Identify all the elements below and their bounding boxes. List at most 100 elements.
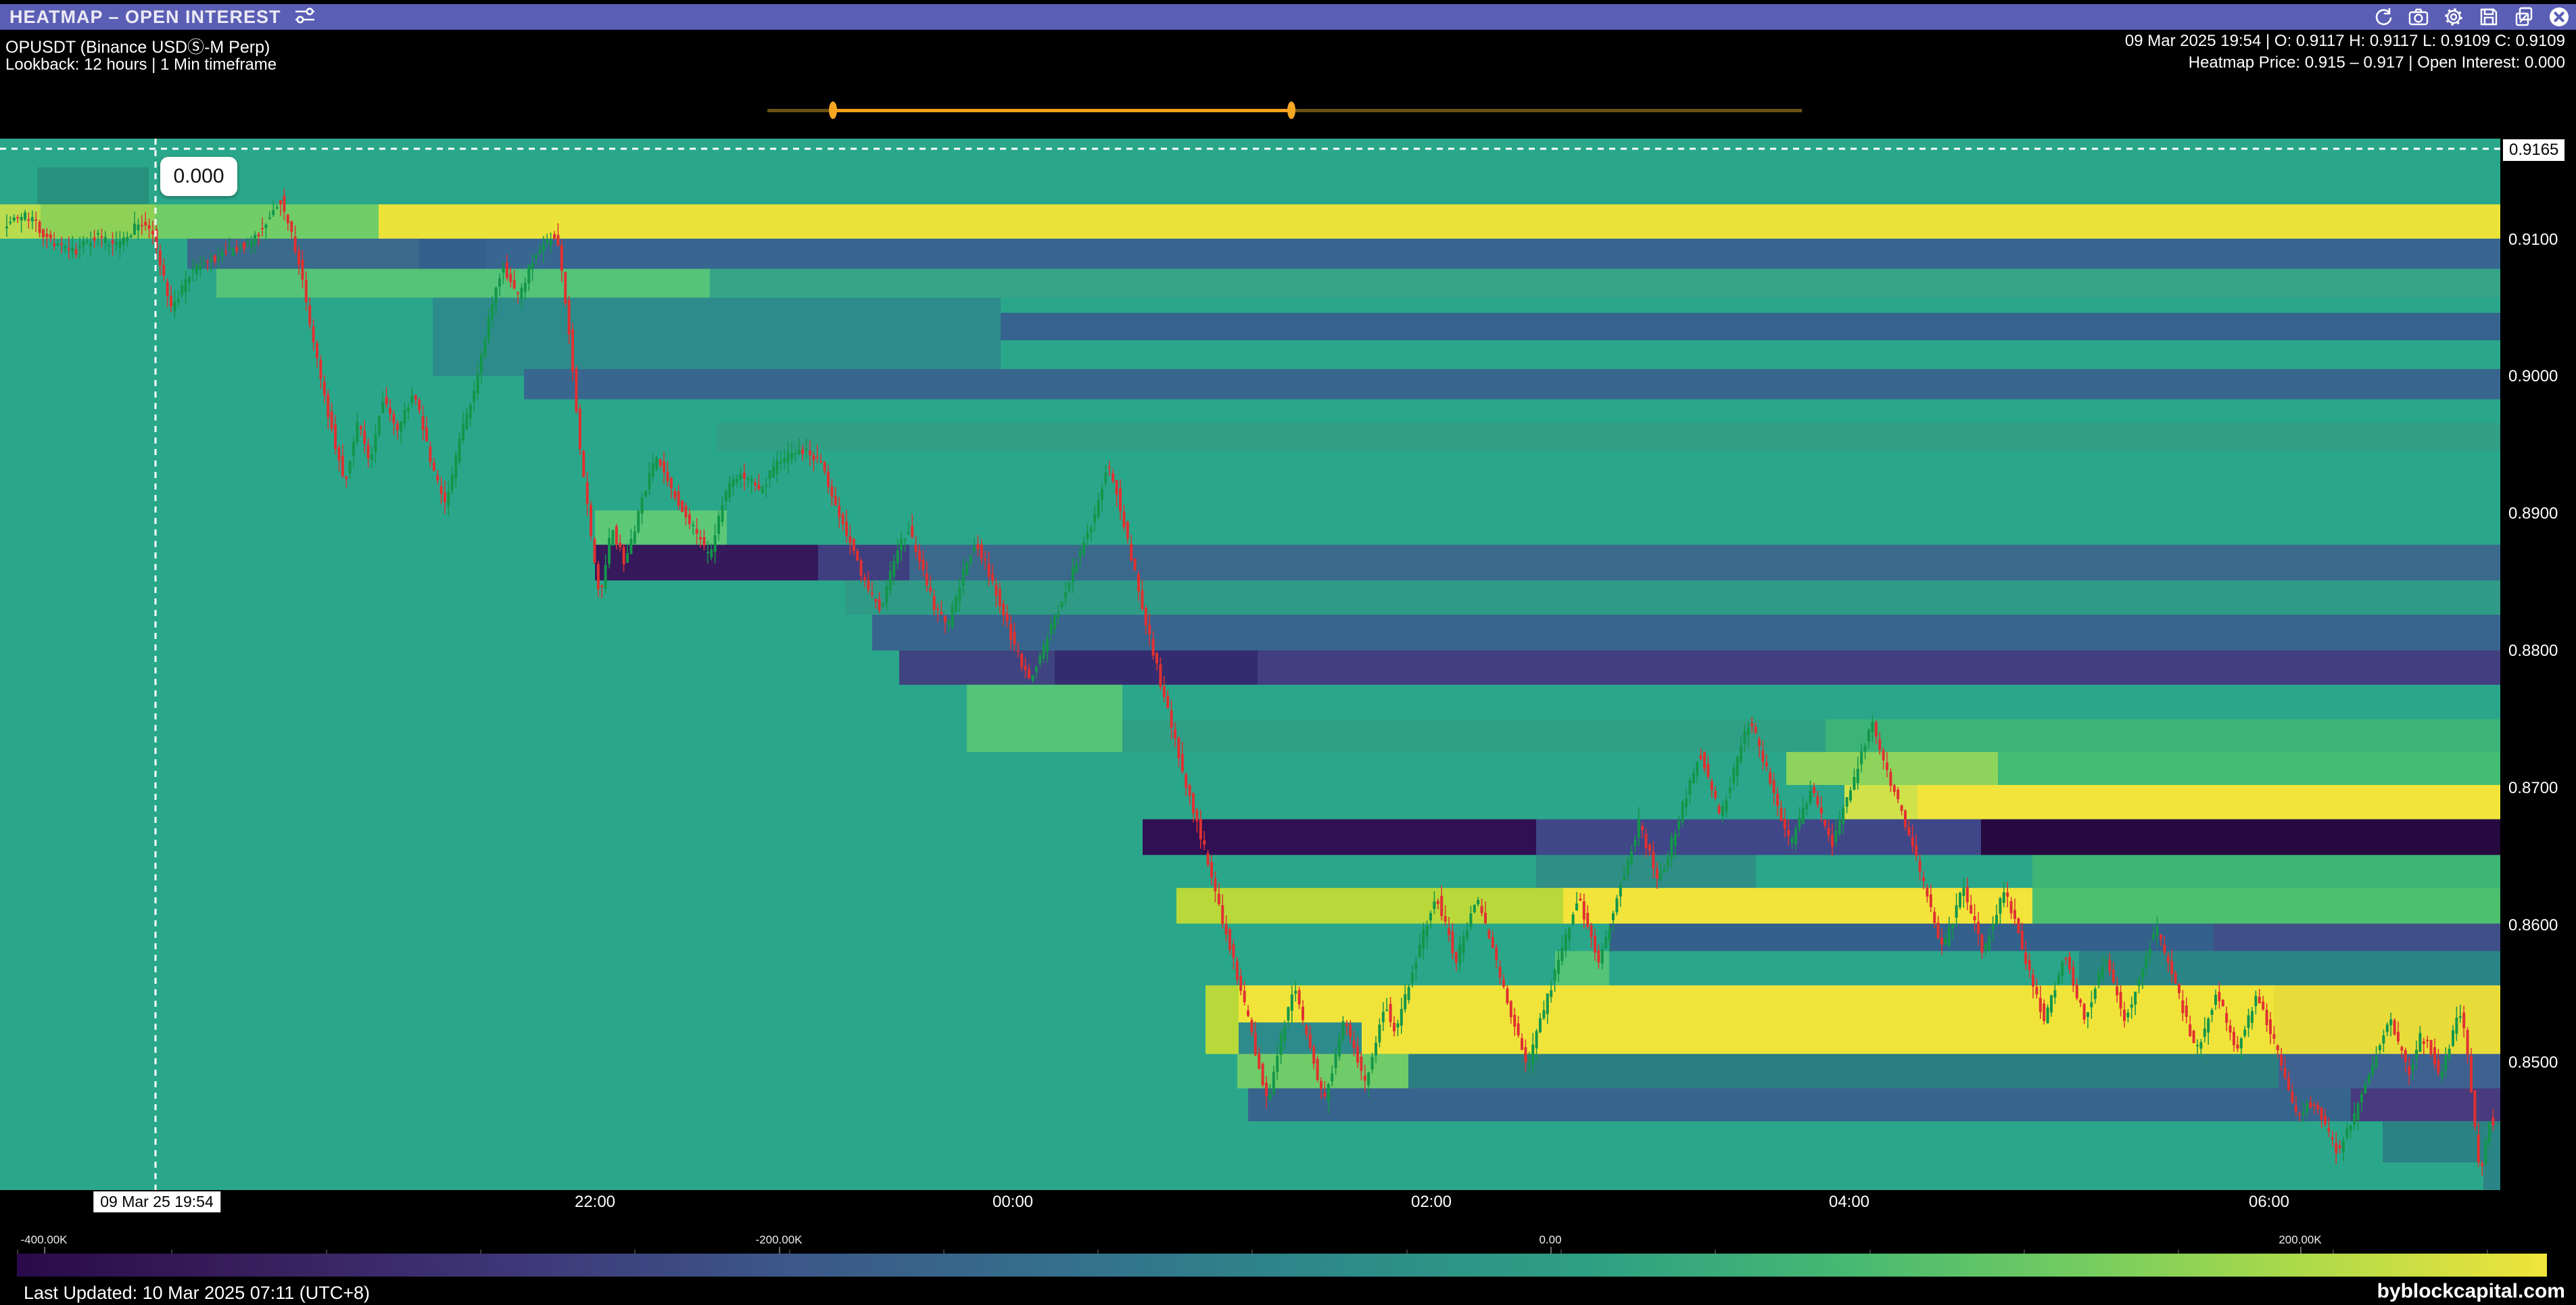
candle bbox=[1696, 761, 1699, 776]
candle bbox=[1936, 922, 1940, 939]
title-bar: HEATMAP – OPEN INTEREST bbox=[0, 4, 2576, 30]
candle bbox=[1422, 929, 1425, 949]
candle bbox=[2262, 1001, 2265, 1010]
candle bbox=[2134, 991, 2137, 1005]
time-tick-label: 02:00 bbox=[1410, 1193, 1452, 1211]
candle bbox=[97, 233, 99, 235]
price-tick-label: 0.8800 bbox=[2508, 642, 2558, 660]
candle bbox=[1229, 929, 1231, 950]
candle bbox=[53, 243, 56, 247]
lookback-range-slider[interactable] bbox=[767, 100, 1802, 120]
watermark-link[interactable]: byblockcapital.com bbox=[2377, 1280, 2565, 1302]
candle bbox=[82, 241, 85, 247]
candle bbox=[1199, 819, 1202, 840]
slider-handle-start[interactable] bbox=[829, 101, 837, 119]
candle bbox=[892, 561, 896, 577]
candle bbox=[724, 491, 728, 502]
candle bbox=[1823, 820, 1827, 826]
candle bbox=[1188, 785, 1191, 796]
candle bbox=[2389, 1019, 2393, 1026]
candle bbox=[655, 457, 659, 470]
candle bbox=[137, 224, 140, 231]
candle bbox=[1265, 1083, 1268, 1097]
tooltip-value: 0.000 bbox=[173, 165, 224, 187]
heatmap-band bbox=[156, 204, 379, 239]
candle bbox=[2291, 1091, 2294, 1103]
candle bbox=[2221, 999, 2224, 1006]
candle bbox=[100, 236, 103, 238]
candle bbox=[900, 538, 903, 550]
candle bbox=[1480, 905, 1483, 914]
candle bbox=[103, 237, 107, 243]
candle bbox=[1626, 859, 1629, 875]
candle bbox=[2137, 978, 2141, 987]
candle bbox=[283, 195, 286, 212]
candle bbox=[1411, 972, 1414, 983]
candle bbox=[1046, 638, 1049, 652]
close-icon[interactable] bbox=[2548, 5, 2571, 28]
candle bbox=[2408, 1066, 2411, 1075]
candle bbox=[462, 423, 464, 440]
colorbar-major-tick bbox=[2300, 1247, 2301, 1254]
candle bbox=[1904, 810, 1907, 827]
candle bbox=[578, 408, 581, 449]
candle bbox=[476, 373, 479, 394]
refresh-icon[interactable] bbox=[2372, 5, 2395, 28]
heatmap-band bbox=[710, 268, 2500, 298]
candle bbox=[2053, 990, 2057, 998]
heatmap-band bbox=[1239, 985, 2274, 1054]
candle bbox=[2353, 1113, 2356, 1125]
heatmap-band bbox=[872, 615, 2500, 650]
candle bbox=[859, 560, 863, 576]
heatmap-band bbox=[1122, 719, 1826, 753]
camera-icon[interactable] bbox=[2407, 5, 2430, 28]
candle bbox=[2090, 1002, 2093, 1007]
candle bbox=[2312, 1104, 2316, 1106]
candle bbox=[2331, 1137, 2334, 1140]
candle bbox=[129, 235, 133, 238]
heatmap-chart[interactable] bbox=[0, 139, 2500, 1190]
candle bbox=[1546, 993, 1549, 1014]
candle bbox=[327, 394, 330, 418]
filter-sliders-icon[interactable] bbox=[293, 5, 316, 29]
candle bbox=[1892, 785, 1896, 792]
candle bbox=[352, 442, 355, 457]
candle bbox=[1769, 772, 1772, 784]
slider-handle-end[interactable] bbox=[1287, 101, 1295, 119]
candle bbox=[2061, 962, 2064, 977]
candle bbox=[882, 604, 884, 607]
candle bbox=[396, 423, 399, 431]
candle bbox=[732, 479, 735, 487]
candle bbox=[2174, 973, 2177, 984]
candle bbox=[1235, 961, 1239, 980]
candle bbox=[586, 482, 589, 504]
slider-active-range[interactable] bbox=[833, 109, 1291, 112]
candle bbox=[834, 496, 837, 505]
candle bbox=[706, 552, 709, 554]
candle bbox=[1261, 1064, 1264, 1085]
candle bbox=[827, 471, 830, 488]
candle bbox=[1663, 869, 1666, 873]
candle bbox=[16, 217, 20, 219]
save-icon[interactable] bbox=[2477, 5, 2500, 28]
copy-icon[interactable] bbox=[2512, 5, 2535, 28]
settings-icon[interactable] bbox=[2442, 5, 2465, 28]
candle bbox=[1013, 632, 1016, 645]
colorbar-minor-tick bbox=[1715, 1250, 1716, 1254]
candle bbox=[1630, 851, 1633, 864]
candle bbox=[1750, 723, 1754, 727]
candle bbox=[2002, 892, 2005, 903]
candle bbox=[85, 241, 89, 243]
candle bbox=[995, 584, 998, 596]
candle bbox=[549, 239, 552, 245]
candle bbox=[1703, 751, 1706, 769]
candle bbox=[1714, 790, 1717, 799]
candle bbox=[1732, 768, 1736, 784]
candle bbox=[546, 239, 549, 243]
candle bbox=[158, 250, 162, 266]
heatmap-band bbox=[1001, 312, 2500, 341]
candle bbox=[2327, 1128, 2331, 1132]
candle bbox=[1425, 926, 1429, 937]
candle bbox=[2320, 1107, 2323, 1120]
heatmap-band bbox=[216, 268, 710, 298]
